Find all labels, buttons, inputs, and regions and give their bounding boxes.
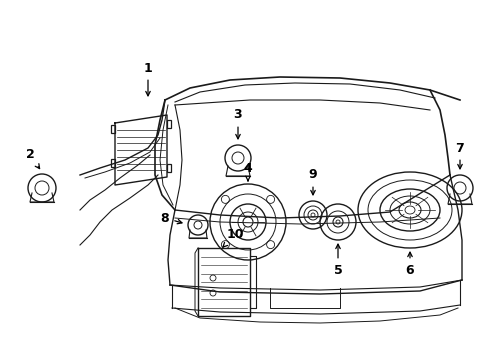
Text: 6: 6: [405, 252, 413, 276]
Text: 1: 1: [143, 62, 152, 96]
Text: 5: 5: [333, 244, 342, 276]
Text: 9: 9: [308, 168, 317, 195]
Bar: [111, 125, 115, 133]
Text: 7: 7: [455, 141, 464, 169]
Text: 2: 2: [25, 148, 40, 168]
Text: 4: 4: [243, 162, 252, 181]
Bar: [167, 120, 171, 128]
Bar: [111, 159, 115, 167]
Text: 3: 3: [233, 108, 242, 139]
Text: 8: 8: [161, 211, 182, 225]
Bar: [167, 164, 171, 172]
Text: 10: 10: [223, 229, 243, 247]
